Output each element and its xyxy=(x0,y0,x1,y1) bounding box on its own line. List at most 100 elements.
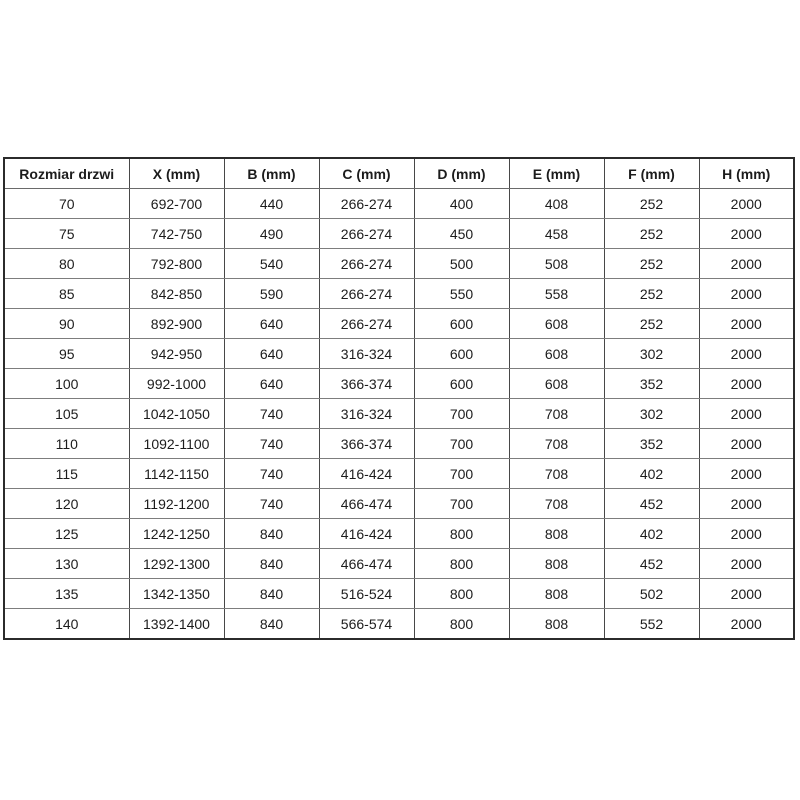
table-cell: 252 xyxy=(603,308,700,339)
table-cell: 742-750 xyxy=(128,218,225,249)
table-cell: 550 xyxy=(413,278,510,309)
header-cell: F (mm) xyxy=(603,157,700,189)
table-cell: 516-524 xyxy=(318,578,415,609)
row-size-cell: 105 xyxy=(3,398,130,429)
table-cell: 2000 xyxy=(698,248,795,279)
table-cell: 1092-1100 xyxy=(128,428,225,459)
table-cell: 558 xyxy=(508,278,605,309)
table-cell: 400 xyxy=(413,188,510,219)
table-cell: 552 xyxy=(603,608,700,640)
table-cell: 708 xyxy=(508,488,605,519)
table-cell: 502 xyxy=(603,578,700,609)
table-cell: 2000 xyxy=(698,608,795,640)
header-cell: C (mm) xyxy=(318,157,415,189)
table-cell: 640 xyxy=(223,338,320,369)
table-cell: 608 xyxy=(508,338,605,369)
table-cell: 416-424 xyxy=(318,518,415,549)
table-cell: 740 xyxy=(223,398,320,429)
table-cell: 700 xyxy=(413,398,510,429)
table-row: 105 1042-1050 740 316-324 700 708 302 2000 xyxy=(3,398,795,429)
row-size-cell: 135 xyxy=(3,578,130,609)
table-cell: 808 xyxy=(508,548,605,579)
table-row: 75 742-750 490 266-274 450 458 252 2000 xyxy=(3,218,795,249)
table-header: Rozmiar drzwi X (mm) B (mm) C (mm) D (mm) E (… xyxy=(3,157,795,189)
table-row: 135 1342-1350 840 516-524 800 808 502 2000 xyxy=(3,578,795,609)
table-cell: 266-274 xyxy=(318,188,415,219)
table-cell: 800 xyxy=(413,548,510,579)
table-cell: 458 xyxy=(508,218,605,249)
table-cell: 2000 xyxy=(698,518,795,549)
row-size-cell: 100 xyxy=(3,368,130,399)
table-row: 90 892-900 640 266-274 600 608 252 2000 xyxy=(3,308,795,339)
table-row: 120 1192-1200 740 466-474 700 708 452 2000 xyxy=(3,488,795,519)
table-cell: 352 xyxy=(603,428,700,459)
table-cell: 452 xyxy=(603,548,700,579)
table-cell: 700 xyxy=(413,488,510,519)
table-cell: 708 xyxy=(508,458,605,489)
table-cell: 266-274 xyxy=(318,278,415,309)
table-cell: 316-324 xyxy=(318,338,415,369)
table-cell: 252 xyxy=(603,188,700,219)
table-cell: 402 xyxy=(603,458,700,489)
header-cell-rozmiar-drzwi: Rozmiar drzwi xyxy=(3,157,130,189)
table-cell: 1042-1050 xyxy=(128,398,225,429)
table-cell: 808 xyxy=(508,578,605,609)
table-cell: 640 xyxy=(223,308,320,339)
table-cell: 590 xyxy=(223,278,320,309)
table-cell: 2000 xyxy=(698,338,795,369)
table-cell: 608 xyxy=(508,308,605,339)
row-size-cell: 130 xyxy=(3,548,130,579)
table-cell: 740 xyxy=(223,458,320,489)
table-cell: 800 xyxy=(413,518,510,549)
table-cell: 500 xyxy=(413,248,510,279)
table-cell: 416-424 xyxy=(318,458,415,489)
table-cell: 366-374 xyxy=(318,428,415,459)
table-cell: 402 xyxy=(603,518,700,549)
table-cell: 450 xyxy=(413,218,510,249)
table-cell: 600 xyxy=(413,308,510,339)
header-cell: D (mm) xyxy=(413,157,510,189)
table-cell: 740 xyxy=(223,428,320,459)
header-cell: B (mm) xyxy=(223,157,320,189)
row-size-cell: 90 xyxy=(3,308,130,339)
table-row: 115 1142-1150 740 416-424 700 708 402 2000 xyxy=(3,458,795,489)
table-cell: 2000 xyxy=(698,548,795,579)
table-cell: 800 xyxy=(413,608,510,640)
table-cell: 252 xyxy=(603,218,700,249)
row-size-cell: 140 xyxy=(3,608,130,640)
row-size-cell: 80 xyxy=(3,248,130,279)
table-cell: 2000 xyxy=(698,578,795,609)
table-cell: 508 xyxy=(508,248,605,279)
table-cell: 1192-1200 xyxy=(128,488,225,519)
table-cell: 408 xyxy=(508,188,605,219)
table-row: 85 842-850 590 266-274 550 558 252 2000 xyxy=(3,278,795,309)
table-row: 130 1292-1300 840 466-474 800 808 452 2000 xyxy=(3,548,795,579)
table-cell: 842-850 xyxy=(128,278,225,309)
table-cell: 608 xyxy=(508,368,605,399)
table-row: 140 1392-1400 840 566-574 800 808 552 2000 xyxy=(3,608,795,640)
row-size-cell: 120 xyxy=(3,488,130,519)
door-size-table: Rozmiar drzwi X (mm) B (mm) C (mm) D (mm) E (… xyxy=(3,157,795,640)
table-cell: 2000 xyxy=(698,458,795,489)
header-cell: E (mm) xyxy=(508,157,605,189)
table-cell: 252 xyxy=(603,248,700,279)
table-cell: 266-274 xyxy=(318,248,415,279)
table-cell: 2000 xyxy=(698,188,795,219)
table-cell: 840 xyxy=(223,608,320,640)
table-row: 95 942-950 640 316-324 600 608 302 2000 xyxy=(3,338,795,369)
table-cell: 892-900 xyxy=(128,308,225,339)
table-cell: 352 xyxy=(603,368,700,399)
table-cell: 466-474 xyxy=(318,488,415,519)
table-cell: 2000 xyxy=(698,278,795,309)
table-cell: 1242-1250 xyxy=(128,518,225,549)
table-cell: 452 xyxy=(603,488,700,519)
table-cell: 302 xyxy=(603,398,700,429)
table-cell: 302 xyxy=(603,338,700,369)
table-cell: 266-274 xyxy=(318,308,415,339)
table-cell: 840 xyxy=(223,518,320,549)
table-cell: 490 xyxy=(223,218,320,249)
table-cell: 640 xyxy=(223,368,320,399)
table-cell: 1142-1150 xyxy=(128,458,225,489)
table-cell: 440 xyxy=(223,188,320,219)
table-cell: 808 xyxy=(508,608,605,640)
